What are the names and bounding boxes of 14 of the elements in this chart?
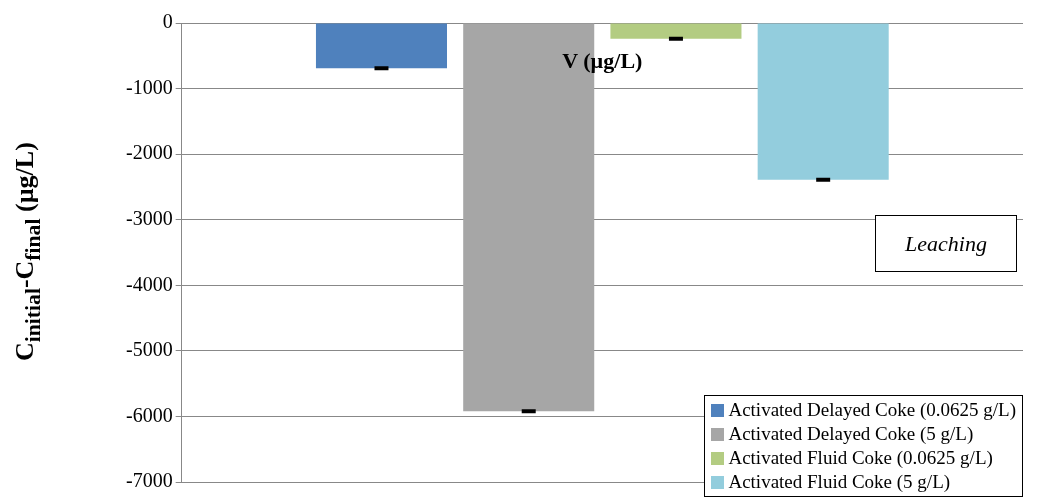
y-tick-label: -2000 xyxy=(125,141,173,164)
legend-label: Activated Fluid Coke (5 g/L) xyxy=(727,470,952,494)
annotation: Leaching xyxy=(875,215,1017,272)
y-tick-label: -5000 xyxy=(125,338,173,361)
y-tick-label: -3000 xyxy=(125,206,173,229)
y-tick-label: -6000 xyxy=(125,403,173,426)
y-tick-label: 0 xyxy=(162,10,173,33)
legend-label: Activated Fluid Coke (0.0625 g/L) xyxy=(727,446,994,470)
y-tick-label: -4000 xyxy=(125,272,173,295)
y-tick-label: -7000 xyxy=(125,469,173,492)
legend-label: Activated Delayed Coke (0.0625 g/L) xyxy=(727,398,1016,422)
y-tick-label: -1000 xyxy=(125,75,173,98)
legend-label: Activated Delayed Coke (5 g/L) xyxy=(727,422,975,446)
x-tick-label: V (µg/L) xyxy=(562,47,643,73)
